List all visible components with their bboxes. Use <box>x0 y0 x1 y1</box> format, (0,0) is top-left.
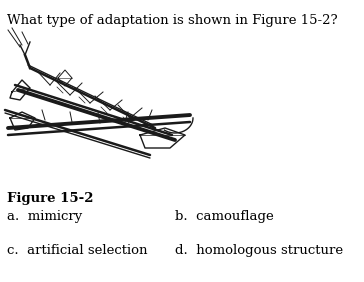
Text: c.  artificial selection: c. artificial selection <box>7 244 147 257</box>
Text: What type of adaptation is shown in Figure 15-2?: What type of adaptation is shown in Figu… <box>7 14 338 27</box>
Text: b.  camouflage: b. camouflage <box>175 210 274 223</box>
Text: a.  mimicry: a. mimicry <box>7 210 82 223</box>
Text: Figure 15-2: Figure 15-2 <box>7 192 94 205</box>
Text: d.  homologous structure: d. homologous structure <box>175 244 343 257</box>
